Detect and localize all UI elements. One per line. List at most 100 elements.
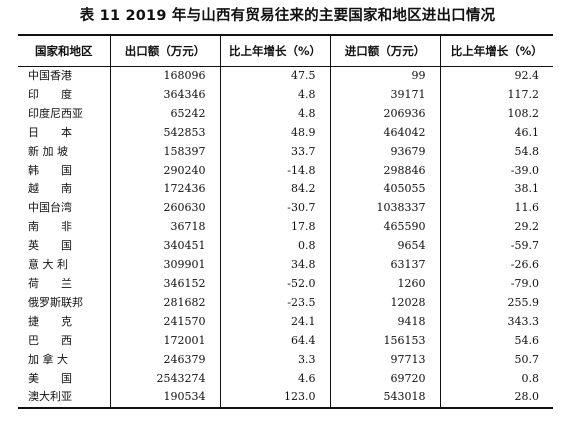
import-growth-cell: 54.6 — [439, 331, 553, 351]
table-row: 印度尼西亚 65242 4.8 206936 108.2 — [18, 104, 553, 124]
export-growth-cell: -23.5 — [219, 293, 330, 313]
export-value-cell: 340451 — [109, 237, 220, 257]
export-growth-cell: -52.0 — [219, 274, 330, 294]
country-cell: 荷 兰 — [28, 276, 72, 290]
import-growth-cell: 108.2 — [439, 104, 553, 124]
country-cell: 南 非 — [28, 220, 72, 234]
import-value-cell: 464042 — [329, 123, 440, 143]
table-row: 中国香港 168096 47.5 99 92.4 — [18, 66, 553, 86]
table-row: 俄罗斯联邦 281682 -23.5 12028 255.9 — [18, 293, 553, 313]
export-value-cell: 172436 — [109, 180, 220, 200]
import-value-cell: 93679 — [329, 142, 440, 162]
import-growth-cell: -26.6 — [439, 256, 553, 275]
country-cell: 捷 克 — [28, 314, 72, 328]
export-growth-cell: 4.8 — [219, 104, 330, 124]
table-row: 澳大利亚 190534 123.0 543018 28.0 — [18, 388, 553, 410]
export-growth-cell: 0.8 — [219, 237, 330, 257]
country-cell: 日 本 — [28, 125, 72, 139]
import-value-cell: 543018 — [329, 388, 440, 410]
export-value-cell: 36718 — [109, 218, 220, 238]
export-value-cell: 158397 — [109, 142, 220, 162]
import-growth-cell: 343.3 — [439, 312, 553, 332]
import-growth-cell: 0.8 — [439, 369, 553, 389]
export-growth-cell: 123.0 — [219, 388, 330, 410]
table-row: 新 加 坡 158397 33.7 93679 54.8 — [18, 142, 553, 162]
country-cell: 巴 西 — [28, 333, 72, 347]
import-value-cell: 12028 — [329, 293, 440, 313]
export-value-cell: 168096 — [109, 66, 220, 86]
import-growth-cell: 92.4 — [439, 66, 553, 86]
table-row: 意 大 利 309901 34.8 63137 -26.6 — [18, 256, 553, 275]
export-value-cell: 309901 — [109, 256, 220, 275]
header-import-growth: 比上年增长（%） — [439, 34, 553, 67]
import-value-cell: 9654 — [329, 237, 440, 257]
export-growth-cell: 64.4 — [219, 331, 330, 351]
export-value-cell: 290240 — [109, 161, 220, 181]
country-cell: 印 度 — [28, 87, 72, 101]
import-value-cell: 405055 — [329, 180, 440, 200]
export-growth-cell: -30.7 — [219, 199, 330, 219]
header-import-value: 进口额（万元） — [329, 34, 440, 67]
import-value-cell: 9418 — [329, 312, 440, 332]
table-row: 印 度 364346 4.8 39171 117.2 — [18, 85, 553, 105]
export-value-cell: 281682 — [109, 293, 220, 313]
export-value-cell: 190534 — [109, 388, 220, 410]
import-growth-cell: -59.7 — [439, 237, 553, 257]
export-growth-cell: 33.7 — [219, 142, 330, 162]
export-value-cell: 65242 — [109, 104, 220, 124]
country-cell: 印度尼西亚 — [28, 106, 83, 120]
import-growth-cell: 11.6 — [439, 199, 553, 219]
export-growth-cell: 34.8 — [219, 256, 330, 275]
export-value-cell: 542853 — [109, 123, 220, 143]
export-value-cell: 364346 — [109, 85, 220, 105]
import-growth-cell: 28.0 — [439, 388, 553, 410]
import-value-cell: 1038337 — [329, 199, 440, 219]
export-growth-cell: 4.8 — [219, 85, 330, 105]
import-growth-cell: 38.1 — [439, 180, 553, 200]
country-cell: 加 拿 大 — [28, 352, 68, 366]
import-growth-cell: 117.2 — [439, 85, 553, 105]
export-value-cell: 346152 — [109, 274, 220, 294]
import-value-cell: 69720 — [329, 369, 440, 389]
table-row: 南 非 36718 17.8 465590 29.2 — [18, 218, 553, 238]
export-growth-cell: -14.8 — [219, 161, 330, 181]
import-value-cell: 63137 — [329, 256, 440, 275]
export-growth-cell: 47.5 — [219, 66, 330, 86]
country-cell: 新 加 坡 — [28, 144, 68, 158]
header-export-value: 出口额（万元） — [109, 34, 220, 67]
export-growth-cell: 24.1 — [219, 312, 330, 332]
country-cell: 中国香港 — [28, 69, 72, 82]
import-growth-cell: 255.9 — [439, 293, 553, 313]
import-value-cell: 39171 — [329, 85, 440, 105]
header-row: 国家和地区 出口额（万元） 比上年增长（%） 进口额（万元） 比上年增长（%） — [18, 34, 553, 67]
table-title: 表 11 2019 年与山西有贸易往来的主要国家和地区进出口情况 — [79, 8, 496, 24]
import-value-cell: 156153 — [329, 331, 440, 351]
import-growth-cell: 54.8 — [439, 142, 553, 162]
export-value-cell: 241570 — [109, 312, 220, 332]
country-cell: 中国台湾 — [28, 201, 72, 215]
table-row: 越 南 172436 84.2 405055 38.1 — [18, 180, 553, 200]
trade-table: 国家和地区 出口额（万元） 比上年增长（%） 进口额（万元） 比上年增长（%） … — [18, 34, 553, 410]
header-country: 国家和地区 — [18, 34, 110, 67]
country-cell: 澳大利亚 — [18, 388, 110, 410]
export-value-cell: 260630 — [109, 199, 220, 219]
header-export-growth: 比上年增长（%） — [219, 34, 330, 67]
export-growth-cell: 4.6 — [219, 369, 330, 389]
table-row: 韩 国 290240 -14.8 298846 -39.0 — [18, 161, 553, 181]
country-cell: 越 南 — [28, 182, 72, 196]
import-growth-cell: 50.7 — [439, 350, 553, 370]
import-value-cell: 99 — [329, 66, 440, 86]
import-value-cell: 97713 — [329, 350, 440, 370]
country-cell: 美 国 — [28, 371, 72, 385]
table-row: 英 国 340451 0.8 9654 -59.7 — [18, 237, 553, 257]
export-value-cell: 2543274 — [109, 369, 220, 389]
export-growth-cell: 48.9 — [219, 123, 330, 143]
table-row: 巴 西 172001 64.4 156153 54.6 — [18, 331, 553, 351]
table-row: 捷 克 241570 24.1 9418 343.3 — [18, 312, 553, 332]
table-row: 日 本 542853 48.9 464042 46.1 — [18, 123, 553, 143]
import-value-cell: 298846 — [329, 161, 440, 181]
export-growth-cell: 3.3 — [219, 350, 330, 370]
country-cell: 意 大 利 — [28, 258, 68, 272]
country-cell: 英 国 — [28, 239, 72, 253]
import-value-cell: 206936 — [329, 104, 440, 124]
